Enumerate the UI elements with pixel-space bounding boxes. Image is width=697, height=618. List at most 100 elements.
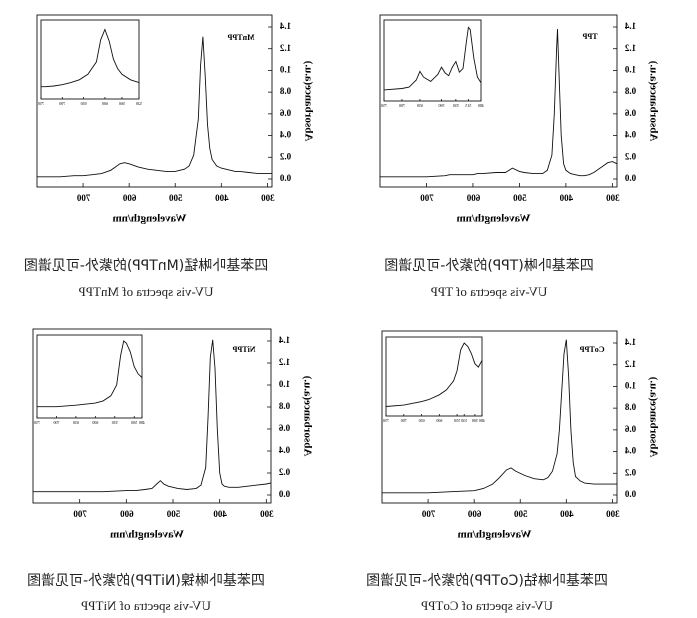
x-tick-label: 700 <box>420 193 434 203</box>
x-tick-label: 300 <box>606 193 620 203</box>
spectrum-point <box>92 174 93 175</box>
spectrum-point <box>449 174 450 175</box>
y-tick-label: 0.6 <box>624 424 636 434</box>
inset-spectrum-line <box>383 26 482 91</box>
y-tick-label: 1.4 <box>624 21 636 31</box>
x-tick-label: 500 <box>513 193 527 203</box>
spectrum-point <box>570 429 572 431</box>
inset-frame <box>40 19 140 100</box>
inset-frame <box>36 334 143 419</box>
spectrum-point <box>563 353 565 355</box>
spectrum-point <box>36 176 38 178</box>
spectrum-point <box>543 479 544 481</box>
spectrum-point <box>168 485 169 487</box>
spectrum-point <box>560 135 562 136</box>
spectrum-point <box>200 64 201 66</box>
spectrum-line <box>37 36 272 178</box>
spectrum-point <box>574 174 576 175</box>
spectrum-point <box>379 176 381 178</box>
spectrum-point <box>214 368 216 369</box>
y-tick-label: 1.4 <box>624 337 636 347</box>
y-axis-title: Absorbance(a.u.) <box>302 60 314 141</box>
caption-en-nitpp: UV-vis spectra of NiTPP <box>81 598 211 613</box>
y-tick-label: 1.4 <box>279 21 291 31</box>
inset-x-tick-label: 650 <box>73 420 79 425</box>
spectrum-point <box>584 175 585 176</box>
inset-x-tick-label: 750 <box>383 418 389 423</box>
y-tick-label: 0.8 <box>278 401 290 411</box>
spectrum-point <box>566 339 567 340</box>
spectrum-point <box>56 491 57 492</box>
y-tick-label: 0.4 <box>624 446 636 456</box>
x-tick-label: 600 <box>120 509 134 519</box>
spectrum-point <box>584 482 585 484</box>
spectrum-point <box>598 168 599 170</box>
spectrum-point <box>59 176 61 178</box>
y-tick-label: 0.0 <box>279 173 291 183</box>
inset-x-tick-label: 550 <box>454 418 460 423</box>
plot-frame <box>381 330 618 504</box>
compound-label: MnTPP <box>227 33 254 42</box>
spectrum-point <box>224 485 225 487</box>
spectrum-point <box>217 428 218 430</box>
spectrum-point <box>228 487 230 488</box>
x-tick-label: 300 <box>261 193 275 203</box>
inset-x-tick-label: 550 <box>112 420 118 425</box>
y-tick-label: 1.0 <box>624 64 636 74</box>
y-tick-label: 0.8 <box>624 402 636 412</box>
spectrum-point <box>204 75 206 77</box>
inset-x-tick-label: 650 <box>81 101 87 106</box>
spectrum-point <box>247 485 248 487</box>
spectrum-point <box>110 170 111 171</box>
inset-x-tick-label: 700 <box>53 420 59 425</box>
spectrum-line <box>33 339 272 493</box>
x-tick-label: 600 <box>122 193 136 203</box>
y-tick-label: 0.0 <box>278 489 290 499</box>
inset-x-tick-label: 590 <box>438 103 444 108</box>
y-tick-label: 1.4 <box>278 335 290 345</box>
spectrum-point <box>444 175 446 176</box>
inset-x-tick-label: 600 <box>436 418 442 423</box>
spectrum-point <box>102 491 104 492</box>
y-tick-label: 0.2 <box>624 467 636 477</box>
spectrum-point <box>533 173 534 174</box>
spectrum-point <box>82 175 84 176</box>
spectrum-point <box>533 478 535 479</box>
spectrum-point <box>193 154 194 156</box>
spectrum-point <box>556 453 558 454</box>
spectrum-point <box>616 163 618 165</box>
spectrum-point <box>151 488 153 489</box>
y-tick-label: 0.8 <box>624 86 636 96</box>
inset-x-tick-label: 600 <box>102 101 108 106</box>
spectrum-point <box>230 170 231 171</box>
inset-x-tick-label: 500 <box>131 420 137 425</box>
spectrum-point <box>506 469 507 471</box>
caption-en-cotpp: UV-vis spectra of CoTPP <box>420 598 554 613</box>
x-axis-title: Wavelength/nm <box>457 213 531 225</box>
spectrum-point <box>101 173 102 174</box>
spectrum-point <box>124 162 125 163</box>
spectrum-point <box>612 483 613 485</box>
spectrum-point <box>483 488 484 489</box>
spectrum-point <box>559 429 560 431</box>
inset-x-tick-label: 750 <box>34 420 40 425</box>
compound-label: NiTPP <box>232 345 255 354</box>
y-tick-label: 0.4 <box>278 445 290 455</box>
y-tick-label: 0.6 <box>279 108 291 118</box>
spectrum-point <box>499 477 500 478</box>
spectrum-point <box>177 488 178 489</box>
spectrum-point <box>128 163 130 165</box>
spectrum-point <box>207 124 208 125</box>
spectrum-point <box>147 168 148 170</box>
spectrum-point <box>450 491 452 492</box>
x-tick-label: 600 <box>467 509 481 519</box>
spectrum-point <box>552 470 553 472</box>
y-tick-label: 1.0 <box>278 379 290 389</box>
spectrum-point <box>209 148 211 149</box>
spectrum-point <box>512 167 513 169</box>
x-tick-label: 400 <box>213 509 227 519</box>
compound-label: TPP <box>582 32 597 41</box>
spectrum-point <box>588 174 590 175</box>
caption-en-tpp: UV-vis spectra of TPP <box>430 284 548 299</box>
spectrum-point <box>79 491 80 492</box>
